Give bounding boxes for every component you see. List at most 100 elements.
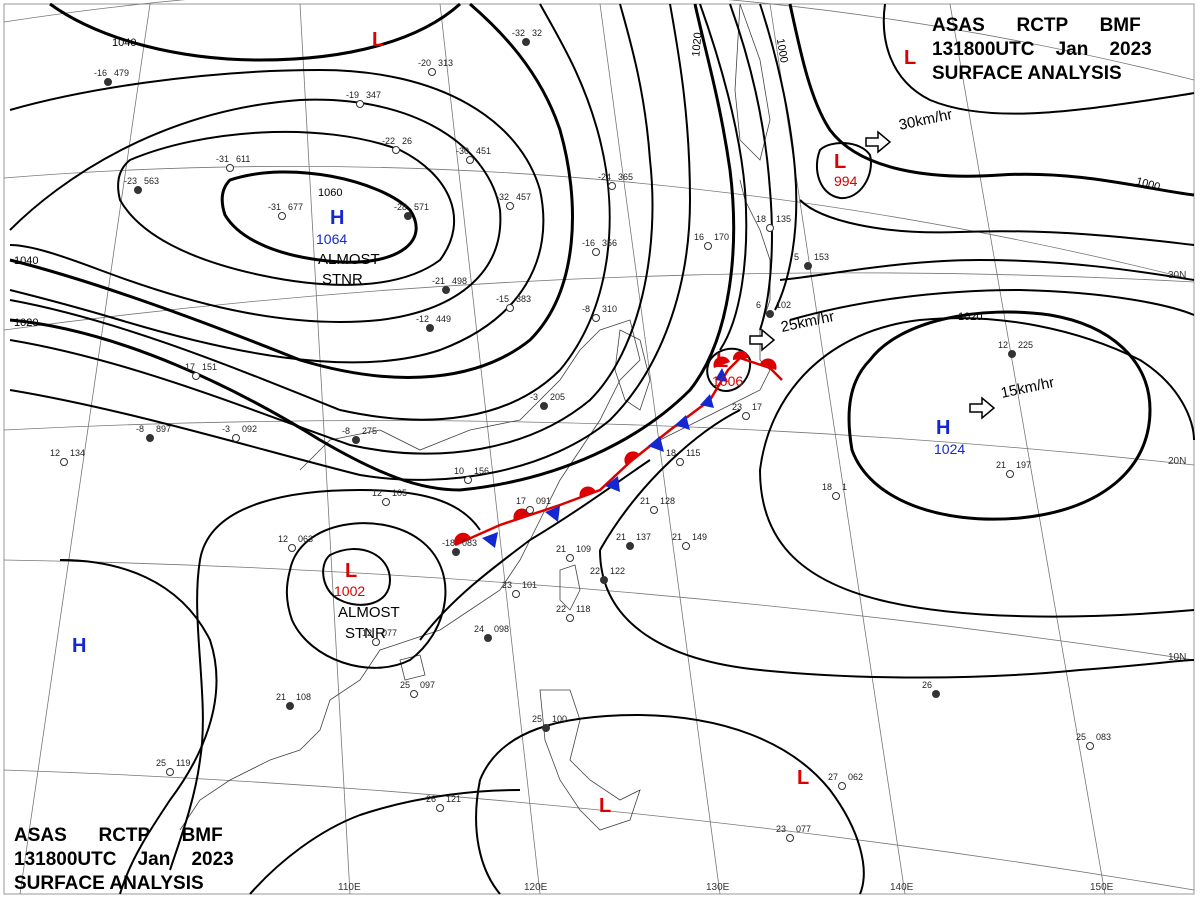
title-line-2: 131800UTC Jan 2023 [14, 848, 234, 872]
station-pressure: 098 [494, 624, 509, 634]
station-circle [452, 548, 460, 556]
station-temp: -8 [136, 424, 144, 434]
station-circle [542, 724, 550, 732]
lon-label-140e: 140E [890, 882, 914, 893]
high-note-line1: ALMOST [318, 251, 380, 268]
cold-front-triangle [605, 476, 620, 492]
title-station: RCTP [1016, 15, 1068, 36]
station-pressure: 077 [796, 824, 811, 834]
station-plot: -8 310 [582, 304, 617, 322]
station-circle [566, 554, 574, 562]
station-temp: -24 [598, 172, 611, 182]
station-plot: -31 611 [216, 154, 250, 172]
station-temp: 23 [732, 402, 742, 412]
station-pressure: 092 [242, 424, 257, 434]
title-office: BMF [181, 825, 223, 846]
station-circle [428, 68, 436, 76]
cold-front-triangle [648, 436, 664, 452]
warm-front-bump [579, 486, 596, 498]
station-pressure: 449 [436, 314, 451, 324]
lat-label-30n: 30N [1168, 270, 1186, 281]
station-circle [592, 248, 600, 256]
title-month: Jan [1055, 39, 1089, 60]
station-pressure: 32 [532, 28, 542, 38]
station-circle [650, 506, 658, 514]
high-symbol-pacific: H [936, 417, 950, 439]
station-plot: 23 077 [776, 824, 811, 842]
station-plot: 12 063 [278, 534, 313, 552]
station-pressure: 563 [144, 176, 159, 186]
warm-front-bump [760, 358, 777, 370]
station-pressure: 365 [618, 172, 633, 182]
isobar-label-1020-n: 1020 [690, 32, 704, 57]
station-pressure: 109 [576, 544, 591, 554]
station-temp: 23 [776, 824, 786, 834]
coastline-sakhalin [734, 3, 771, 161]
isobar-1052 [9, 98, 502, 323]
station-circle [600, 576, 608, 584]
high-symbol-siberia: H [330, 207, 344, 229]
station-circle [766, 224, 774, 232]
title-year: 2023 [1109, 39, 1152, 60]
station-circle [410, 690, 418, 698]
station-pressure: 347 [366, 90, 381, 100]
motion-label-japan: 25km/hr [779, 308, 836, 336]
isobar-1008-south [419, 459, 651, 641]
station-temp: 23 [502, 580, 512, 590]
low-symbol-kuril: L [834, 151, 846, 173]
station-circle [134, 186, 142, 194]
isobar-1012-sea [249, 789, 521, 895]
station-temp: -21 [432, 276, 445, 286]
station-pressure: 128 [660, 496, 675, 506]
motion-arrow-kuril [865, 130, 892, 154]
warm-front-bump [513, 508, 530, 520]
station-plot: 26 [922, 680, 940, 698]
cold-front-triangle [700, 394, 714, 408]
high-value-pacific: 1024 [934, 441, 965, 457]
isobar-1040-west [9, 2, 574, 379]
station-plot: -24 365 [598, 172, 633, 190]
isobar-1060 [220, 170, 418, 264]
title-month: Jan [137, 849, 171, 870]
station-temp: -3 [530, 392, 538, 402]
station-pressure: 611 [236, 154, 250, 164]
station-temp: 12 [372, 488, 382, 498]
low-symbol-japan: L [716, 350, 728, 372]
station-temp: -3 [222, 424, 230, 434]
station-circle [464, 476, 472, 484]
station-plot: -19 347 [346, 90, 381, 108]
station-plot: -16 479 [94, 68, 129, 86]
station-pressure: 118 [576, 604, 590, 614]
title-block-top: ASAS RCTP BMF 131800UTC Jan 2023 SURFACE… [932, 14, 1152, 86]
station-pressure: 115 [686, 448, 700, 458]
station-circle [506, 202, 514, 210]
station-pressure: 063 [298, 534, 313, 544]
station-plot: 18 1 [822, 482, 847, 500]
station-temp: 21 [616, 532, 626, 542]
station-pressure: 451 [476, 146, 491, 156]
station-pressure: 26 [402, 136, 412, 146]
station-pressure: 310 [602, 304, 617, 314]
isobar-1008-phil [475, 713, 865, 895]
grid-line-lat-high [3, 0, 1195, 81]
station-plot: 25 100 [532, 714, 567, 732]
station-circle [288, 544, 296, 552]
station-circle [466, 156, 474, 164]
station-circle [838, 782, 846, 790]
station-pressure: 149 [692, 532, 707, 542]
station-pressure: 897 [156, 424, 171, 434]
station-temp: 25 [1076, 732, 1086, 742]
station-plot: -21 498 [432, 276, 467, 294]
isobar-1016-high [759, 317, 1195, 471]
station-circle [608, 182, 616, 190]
high-note-line2: STNR [322, 271, 363, 288]
station-plot: -16 356 [582, 238, 617, 256]
station-circle [278, 212, 286, 220]
motion-arrow-japan [749, 328, 776, 352]
station-pressure: 091 [536, 496, 551, 506]
station-circle [372, 638, 380, 646]
station-pressure: 102 [776, 300, 791, 310]
station-pressure: 275 [362, 426, 377, 436]
station-circle [522, 38, 530, 46]
low-symbol-philippines: L [599, 795, 611, 817]
